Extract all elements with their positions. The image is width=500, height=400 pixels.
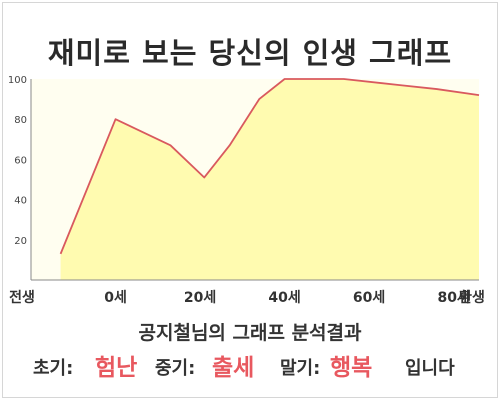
x-tick-label: 전생 xyxy=(9,289,35,306)
y-tick-label: 40 xyxy=(14,196,27,207)
analysis-result-row: 초기: 험난 중기: 출세 말기: 행복 입니다 xyxy=(0,346,500,382)
late-label: 말기: xyxy=(280,358,321,379)
mid-value: 출세 xyxy=(212,355,255,381)
y-tick-label: 20 xyxy=(14,236,27,247)
early-value: 험난 xyxy=(95,355,138,381)
mid-label: 중기: xyxy=(155,358,196,379)
analysis-summary: 공지철님의 그래프 분석결과 xyxy=(138,322,362,344)
late-value: 행복 xyxy=(330,355,373,381)
x-tick-label: 0세 xyxy=(104,290,127,306)
x-tick-label: 40세 xyxy=(268,290,300,306)
y-tick-label: 60 xyxy=(14,155,27,166)
series-line xyxy=(59,78,480,255)
x-tick-label: 환생 xyxy=(459,289,485,306)
x-tick-label: 80세 xyxy=(437,290,469,306)
y-tick-label: 80 xyxy=(14,115,27,126)
x-tick-label: 60세 xyxy=(353,290,385,306)
chart-title: 재미로 보는 당신의 인생 그래프 xyxy=(47,36,453,70)
x-tick-label: 20세 xyxy=(184,290,216,306)
result-suffix: 입니다 xyxy=(405,358,455,379)
early-label: 초기: xyxy=(33,358,74,379)
series-area xyxy=(60,79,480,280)
y-tick-label: 100 xyxy=(8,75,27,86)
